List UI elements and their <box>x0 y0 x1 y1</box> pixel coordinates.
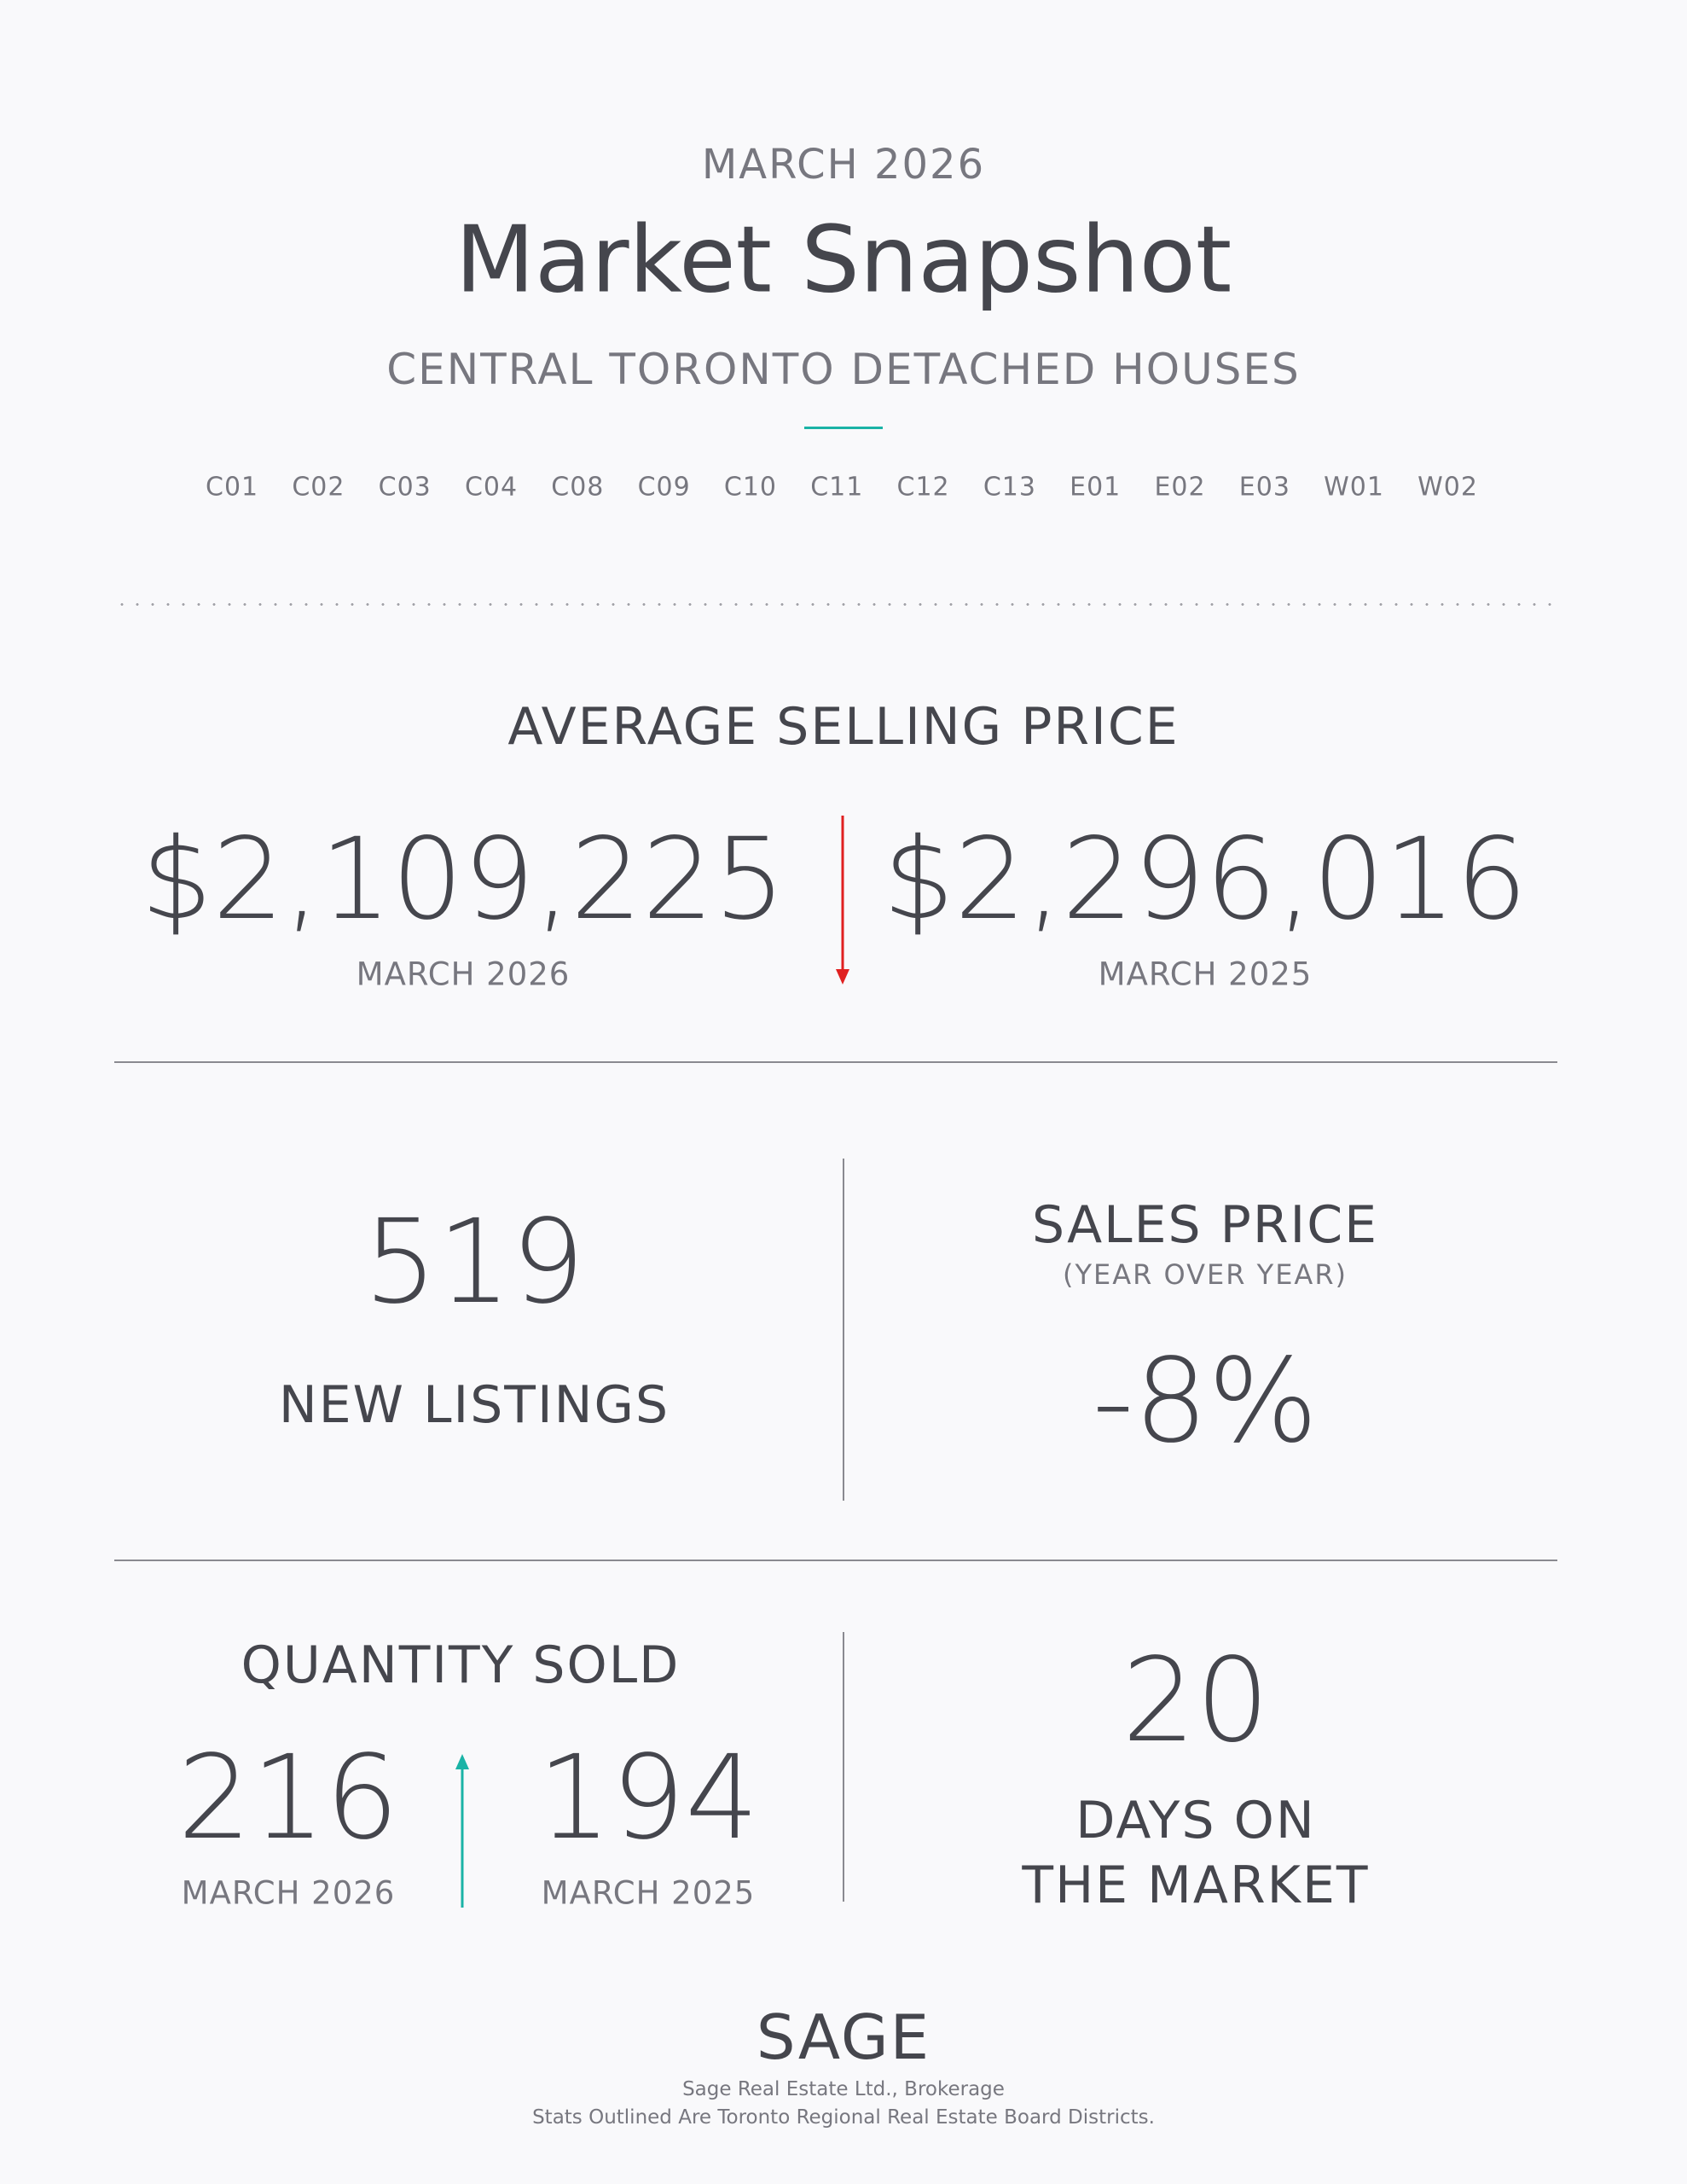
footer-company: Sage Real Estate Ltd., Brokerage <box>682 2078 1005 2100</box>
quantity-sold-current-label: MARCH 2026 <box>181 1874 396 1912</box>
new-listings-label: NEW LISTINGS <box>278 1375 670 1435</box>
section-divider <box>114 1061 1557 1063</box>
page-title: Market Snapshot <box>455 206 1232 314</box>
district-code: C02 <box>292 472 345 502</box>
district-code: C01 <box>206 472 259 502</box>
footer-note: Stats Outlined Are Toronto Regional Real… <box>532 2106 1155 2129</box>
new-listings-value: 519 <box>363 1195 585 1330</box>
district-code: C03 <box>378 472 432 502</box>
avg-price-previous: $2,296,016 <box>883 814 1528 945</box>
arrow-down-icon <box>836 816 849 985</box>
sage-logo: SAGE <box>756 2001 931 2073</box>
dotted-divider <box>114 603 1559 606</box>
avg-price-current: $2,109,225 <box>141 814 786 945</box>
district-code: W02 <box>1417 472 1478 502</box>
district-code: E02 <box>1154 472 1206 502</box>
accent-divider <box>804 427 883 429</box>
days-on-market-label-2: THE MARKET <box>1022 1856 1370 1915</box>
report-period: MARCH 2026 <box>701 141 986 189</box>
avg-price-heading: AVERAGE SELLING PRICE <box>507 697 1180 757</box>
district-code: C11 <box>810 472 864 502</box>
days-on-market-label-1: DAYS ON <box>1075 1791 1316 1850</box>
quantity-sold-current: 216 <box>177 1731 399 1866</box>
avg-price-previous-label: MARCH 2025 <box>1098 956 1313 993</box>
district-code: W01 <box>1324 472 1384 502</box>
section-divider <box>114 1560 1557 1561</box>
quantity-sold-previous-label: MARCH 2025 <box>541 1874 756 1912</box>
district-code: C09 <box>637 472 691 502</box>
quantity-sold-previous: 194 <box>537 1731 759 1866</box>
sales-price-heading: SALES PRICE <box>1031 1195 1379 1255</box>
sales-price-change: -8% <box>1092 1334 1319 1469</box>
quantity-sold-heading: QUANTITY SOLD <box>241 1635 681 1695</box>
arrow-up-icon <box>455 1754 469 1908</box>
district-code: C10 <box>723 472 777 502</box>
district-code: C08 <box>551 472 605 502</box>
district-code: C12 <box>896 472 950 502</box>
page-subtitle: CENTRAL TORONTO DETACHED HOUSES <box>386 345 1301 394</box>
district-code: E03 <box>1238 472 1290 502</box>
sales-price-subheading: (YEAR OVER YEAR) <box>1062 1258 1348 1291</box>
days-on-market-value: 20 <box>1122 1634 1270 1769</box>
column-divider <box>843 1159 844 1501</box>
column-divider <box>843 1632 844 1902</box>
district-code: C04 <box>464 472 519 502</box>
avg-price-current-label: MARCH 2026 <box>356 956 571 993</box>
district-code: C13 <box>983 472 1036 502</box>
district-code: E01 <box>1070 472 1122 502</box>
district-list: C01 C02 C03 C04 C08 C09 C10 C11 C12 C13 E01 E02 E03 W… <box>206 473 1478 502</box>
